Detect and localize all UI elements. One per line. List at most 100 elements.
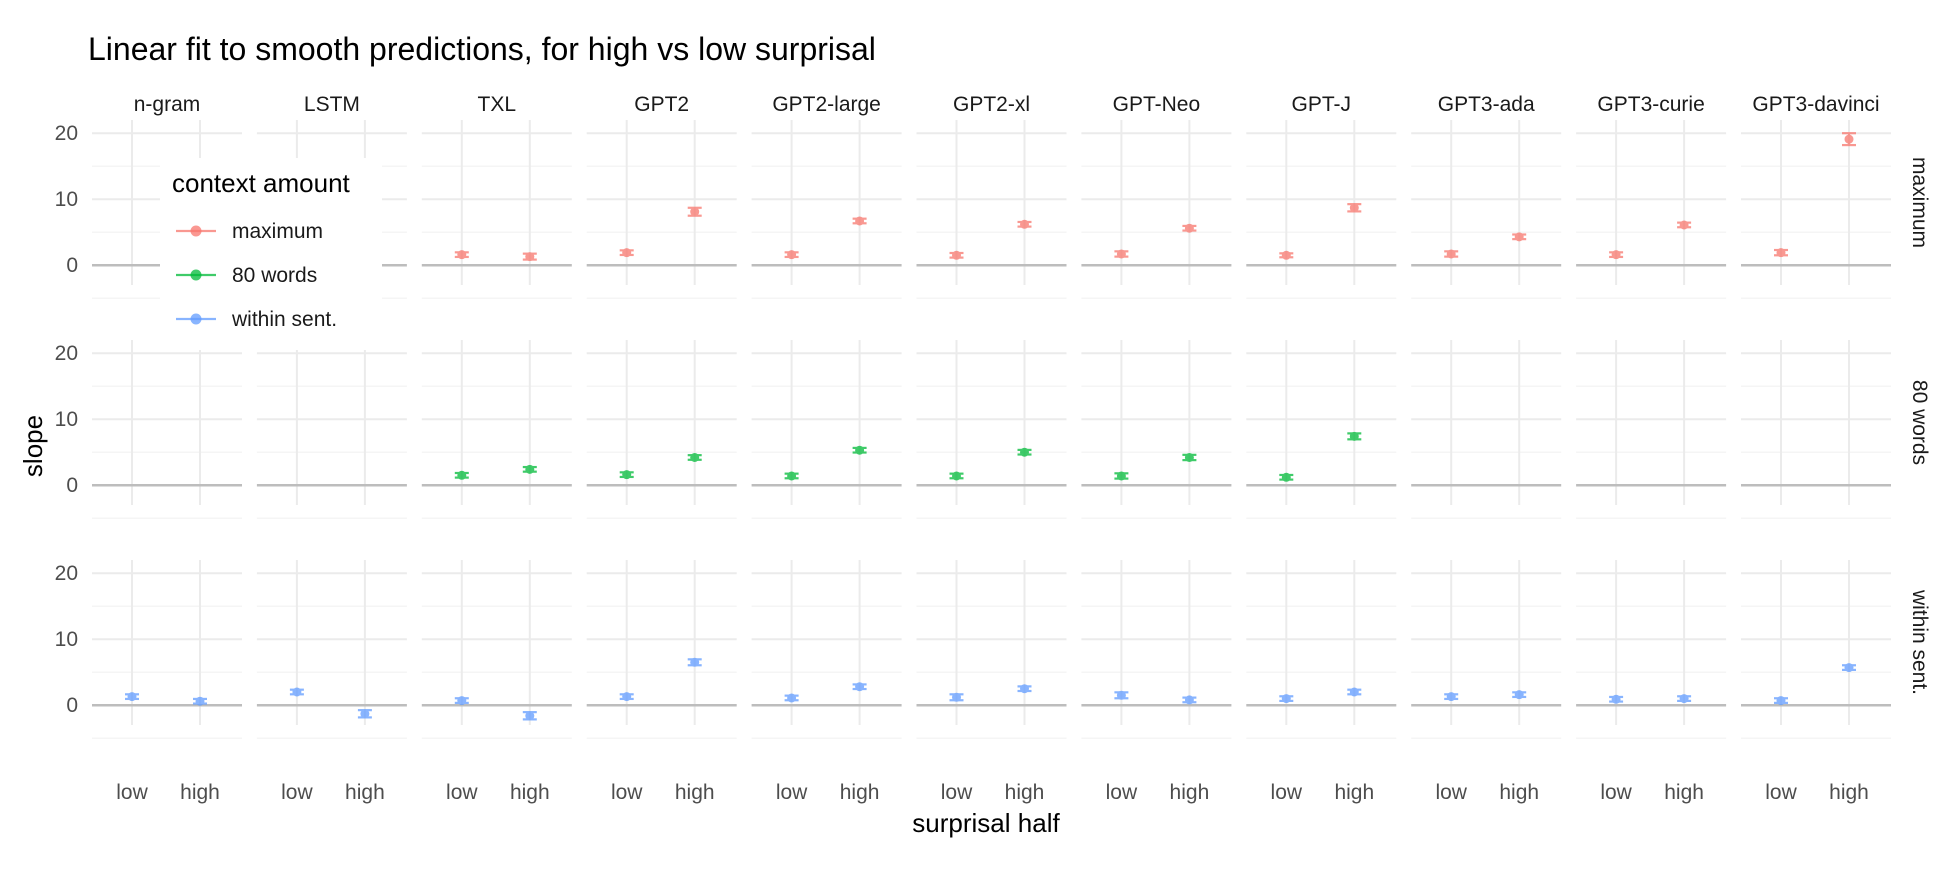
- panel-gpt3-ada-80-words: [1411, 340, 1562, 519]
- point: [622, 470, 632, 480]
- strip-label-gpt2: GPT2: [634, 93, 689, 116]
- y-tick-label: 10: [55, 408, 78, 431]
- point: [1349, 687, 1359, 697]
- data-point-gpt2-high-within-sent: [687, 657, 702, 667]
- data-point-gpt2-xl-low-within-sent: [949, 692, 964, 702]
- data-point-gpt3-davinci-low-within-sent: [1774, 696, 1788, 706]
- x-tick-label: high: [1499, 781, 1539, 804]
- panel-gpt3-davinci-maximum: [1741, 120, 1891, 299]
- point: [525, 464, 535, 474]
- point: [525, 711, 535, 721]
- x-tick-label: low: [1271, 781, 1303, 804]
- data-point-gpt-j-high-within-sent: [1347, 687, 1362, 697]
- legend-key-point: [190, 269, 202, 281]
- data-point-gpt2-large-high-maximum: [852, 216, 867, 226]
- point: [855, 216, 865, 226]
- row-label-within-sent: within sent.: [1908, 589, 1931, 695]
- legend-label: maximum: [232, 220, 323, 243]
- data-point-gpt-neo-high-within-sent: [1182, 695, 1197, 705]
- data-point-txl-high-maximum: [522, 252, 537, 262]
- x-tick-label: high: [180, 781, 220, 804]
- point: [1679, 220, 1689, 230]
- legend-item-within-sent: within sent.: [176, 308, 337, 331]
- strip-label-lstm: LSTM: [304, 93, 360, 116]
- point: [457, 696, 467, 706]
- point: [292, 687, 302, 697]
- x-tick-label: high: [1170, 781, 1210, 804]
- x-tick-label: high: [675, 781, 715, 804]
- data-point-gpt3-ada-high-within-sent: [1512, 690, 1527, 700]
- data-point-gpt2-large-low-within-sent: [784, 693, 799, 703]
- legend-key-point: [190, 225, 202, 237]
- panel-gpt2-80-words: [586, 340, 737, 519]
- y-tick-label: 10: [55, 188, 78, 211]
- point: [1116, 471, 1126, 481]
- data-point-gpt-neo-high-80-words: [1182, 452, 1197, 462]
- point: [1514, 232, 1524, 242]
- data-point-lstm-low-within-sent: [289, 687, 304, 697]
- data-point-gpt-j-low-maximum: [1279, 250, 1294, 260]
- data-point-gpt-j-low-within-sent: [1279, 694, 1294, 704]
- data-point-gpt2-low-80-words: [619, 470, 634, 480]
- point: [952, 471, 961, 481]
- data-point-gpt3-davinci-low-maximum: [1774, 248, 1788, 258]
- data-point-gpt-neo-low-maximum: [1114, 249, 1129, 259]
- panel-gpt3-curie-80-words: [1576, 340, 1727, 519]
- data-point-gpt-j-high-maximum: [1347, 203, 1362, 213]
- data-point-gpt2-xl-low-maximum: [949, 250, 964, 260]
- y-axis-title: slope: [18, 415, 48, 477]
- panel-gpt2-large-80-words: [751, 340, 902, 519]
- strip-label-gpt-neo: GPT-Neo: [1113, 93, 1201, 116]
- x-tick-label: low: [776, 781, 808, 804]
- data-point-gpt-j-high-80-words: [1347, 431, 1362, 441]
- point: [622, 692, 632, 702]
- point: [690, 452, 700, 462]
- x-tick-label: low: [281, 781, 313, 804]
- data-point-gpt3-ada-high-maximum: [1512, 232, 1527, 242]
- data-point-gpt3-curie-low-within-sent: [1609, 694, 1624, 704]
- data-point-n-gram-low-within-sent: [125, 692, 139, 702]
- data-point-gpt3-curie-high-within-sent: [1677, 694, 1692, 704]
- data-point-gpt3-curie-high-maximum: [1677, 220, 1692, 230]
- x-tick-label: high: [345, 781, 385, 804]
- x-tick-label: high: [1334, 781, 1374, 804]
- data-point-gpt2-xl-high-maximum: [1017, 219, 1032, 229]
- x-tick-label: low: [1765, 781, 1797, 804]
- panel-txl-80-words: [421, 340, 572, 519]
- data-point-gpt2-low-maximum: [619, 248, 634, 258]
- data-point-n-gram-high-within-sent: [193, 696, 207, 706]
- point: [1349, 431, 1359, 441]
- data-point-gpt3-davinci-high-maximum: [1842, 132, 1856, 147]
- data-point-txl-high-80-words: [522, 464, 537, 474]
- legend: context amount maximum 80 words within s…: [160, 158, 382, 350]
- data-point-txl-low-within-sent: [454, 696, 469, 706]
- x-tick-label: high: [1664, 781, 1704, 804]
- data-point-gpt2-high-80-words: [687, 452, 702, 462]
- x-tick-label: low: [116, 781, 148, 804]
- data-marks: [125, 132, 1856, 721]
- point: [360, 709, 370, 719]
- y-tick-label: 20: [55, 122, 78, 145]
- point: [855, 682, 865, 692]
- panel-gpt3-curie-maximum: [1576, 120, 1727, 299]
- point: [1844, 134, 1854, 144]
- x-tick-label: low: [446, 781, 478, 804]
- data-point-gpt2-low-within-sent: [619, 692, 634, 702]
- strip-label-gpt-j: GPT-J: [1292, 93, 1352, 116]
- data-point-gpt3-curie-low-maximum: [1609, 250, 1624, 260]
- data-point-gpt-neo-low-80-words: [1114, 471, 1129, 481]
- point: [1281, 694, 1291, 704]
- panel-gpt3-davinci-80-words: [1741, 340, 1891, 519]
- data-point-txl-low-maximum: [454, 250, 469, 260]
- y-tick-label: 20: [55, 562, 78, 585]
- legend-title: context amount: [172, 168, 351, 198]
- point: [1776, 248, 1786, 258]
- data-point-gpt-j-low-80-words: [1279, 472, 1294, 482]
- point: [1184, 223, 1194, 233]
- point: [1020, 219, 1029, 229]
- x-tick-label: low: [941, 781, 973, 804]
- x-axis-title: surprisal half: [912, 808, 1060, 838]
- legend-label: 80 words: [232, 264, 317, 287]
- strip-label-gpt3-davinci: GPT3-davinci: [1752, 93, 1879, 116]
